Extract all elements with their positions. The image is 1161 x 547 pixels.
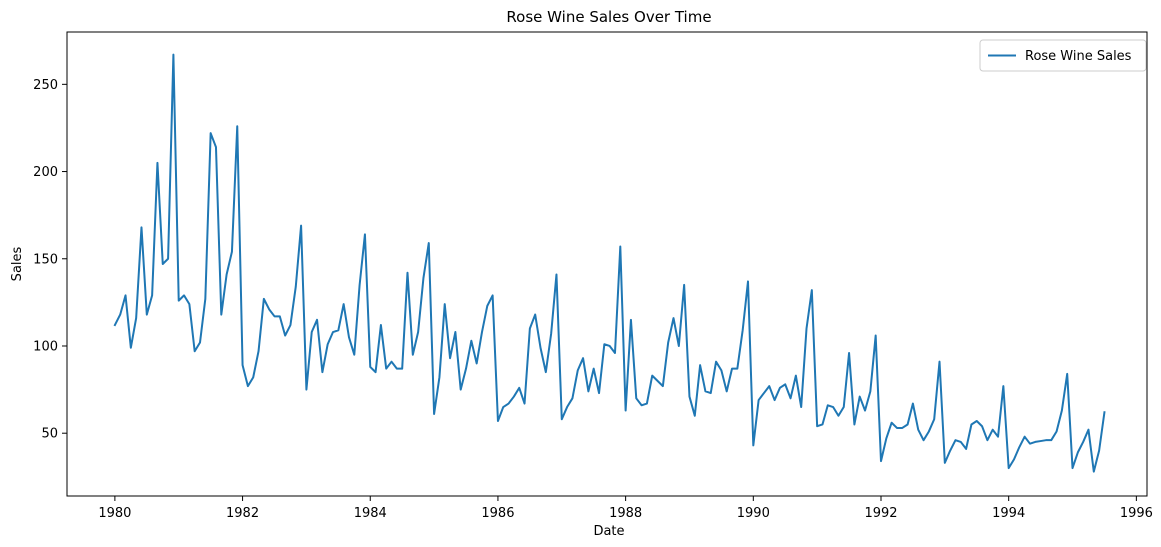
y-tick-label: 150 <box>33 252 58 267</box>
x-axis: 1980 1982 1984 1986 1988 1990 1992 1994 1996 <box>98 496 1153 521</box>
x-tick-label: 1982 <box>226 506 259 521</box>
x-tick-label: 1992 <box>864 506 897 521</box>
x-tick-label: 1986 <box>481 506 514 521</box>
y-tick-label: 250 <box>33 78 58 93</box>
legend-label: Rose Wine Sales <box>1025 49 1132 64</box>
x-axis-label: Date <box>593 524 624 539</box>
y-tick-label: 200 <box>33 165 58 180</box>
plot-area <box>67 32 1147 496</box>
y-tick-label: 50 <box>41 427 58 442</box>
legend: Rose Wine Sales <box>979 39 1147 72</box>
series-group <box>66 31 1148 497</box>
y-axis: 50 100 150 200 250 <box>33 78 67 442</box>
x-tick-label: 1996 <box>1120 506 1153 521</box>
y-axis-label: Sales <box>10 246 25 281</box>
chart-title: Rose Wine Sales Over Time <box>506 8 711 26</box>
legend-frame <box>979 39 1147 72</box>
x-tick-label: 1990 <box>737 506 770 521</box>
series-line <box>113 53 1106 473</box>
axes-frame <box>66 31 1148 497</box>
plot-background <box>67 32 1147 496</box>
y-tick-label: 100 <box>33 339 58 354</box>
x-tick-label: 1980 <box>98 506 131 521</box>
x-tick-label: 1984 <box>354 506 387 521</box>
x-tick-label: 1988 <box>609 506 642 521</box>
x-tick-label: 1994 <box>992 506 1025 521</box>
